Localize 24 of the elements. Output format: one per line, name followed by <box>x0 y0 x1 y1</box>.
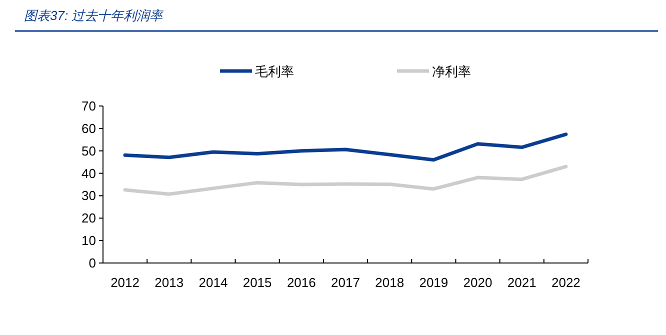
x-tick-label: 2015 <box>242 275 272 290</box>
x-tick-label: 2017 <box>331 275 360 290</box>
x-tick-label: 2016 <box>286 275 316 290</box>
legend-label: 净利率 <box>432 64 471 79</box>
chart-title: 图表37: 过去十年利润率 <box>24 8 165 23</box>
x-tick-label: 2019 <box>419 275 448 290</box>
x-tick-label: 2020 <box>463 275 492 290</box>
y-tick-label: 70 <box>82 98 96 114</box>
x-tick-label: 2012 <box>110 275 140 290</box>
x-tick-label: 2018 <box>375 275 404 290</box>
x-tick-label: 2013 <box>154 275 184 290</box>
y-tick-label: 60 <box>82 120 96 136</box>
y-tick-label: 30 <box>82 188 96 204</box>
y-tick-label: 0 <box>88 256 96 270</box>
y-tick-label: 40 <box>82 166 96 181</box>
x-tick-label: 2021 <box>507 275 536 290</box>
y-tick-label: 10 <box>82 233 96 248</box>
x-tick-label: 2022 <box>551 275 580 290</box>
line-series <box>123 164 568 196</box>
x-tick-label: 2014 <box>198 275 228 290</box>
y-tick-label: 50 <box>82 143 96 158</box>
legend-label: 毛利率 <box>255 64 294 79</box>
y-tick-label: 20 <box>82 210 96 226</box>
line-series <box>123 132 568 162</box>
